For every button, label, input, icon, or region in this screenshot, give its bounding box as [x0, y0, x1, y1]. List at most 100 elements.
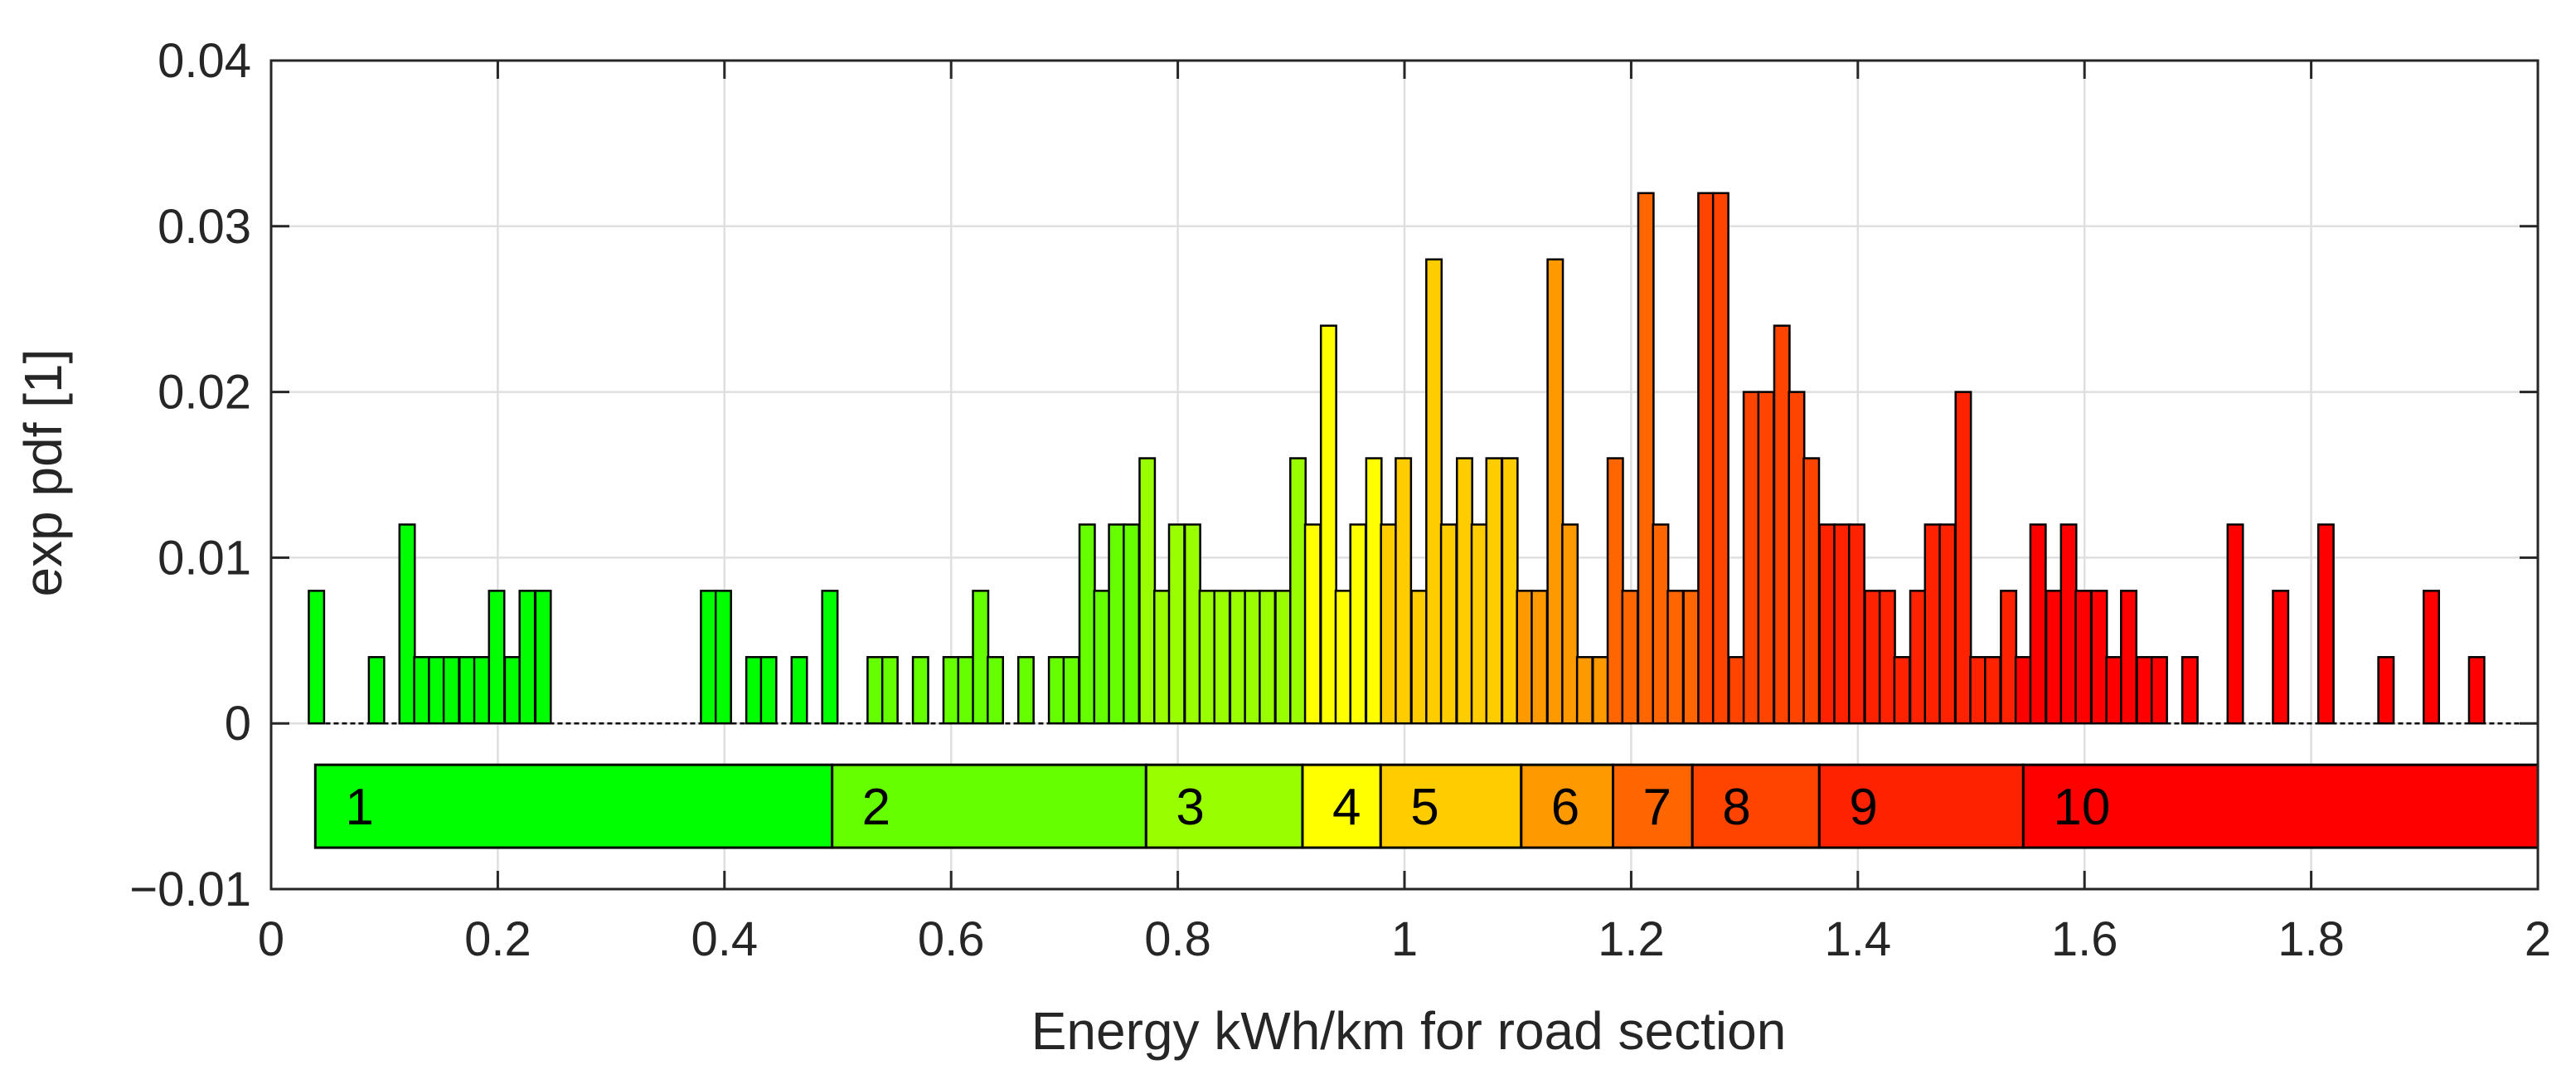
histogram-bar: [1757, 391, 1775, 725]
histogram-bar: [1802, 457, 1821, 725]
y-tick-label: 0.01: [158, 531, 251, 585]
class-band-7: [1612, 763, 1694, 849]
histogram-bar: [1847, 523, 1865, 725]
histogram-bar: [942, 656, 960, 725]
histogram-bar: [1365, 457, 1383, 725]
histogram-bar: [1818, 523, 1836, 725]
histogram-bar: [1093, 590, 1111, 725]
x-tick-label: 1: [1391, 912, 1418, 966]
histogram-bars: [308, 192, 2486, 725]
y-tick-label: 0: [225, 697, 251, 751]
histogram-bar: [1637, 192, 1655, 725]
histogram-bar: [2045, 590, 2063, 725]
x-tick-label: 1.4: [1824, 912, 1891, 966]
class-band-6: [1520, 763, 1615, 849]
histogram-bar: [1878, 590, 1896, 725]
histogram-bar: [1439, 523, 1458, 725]
histogram-bar: [1592, 656, 1609, 725]
class-band-10: [2021, 763, 2540, 849]
histogram-bar: [413, 656, 431, 725]
histogram-bar: [1742, 391, 1760, 725]
class-band-3: [1144, 763, 1304, 849]
histogram-bar: [308, 590, 326, 725]
class-band-label: 6: [1551, 779, 1579, 836]
class-band-label: 7: [1643, 779, 1671, 836]
histogram-bar: [1167, 523, 1186, 725]
x-tick-label: 1.6: [2051, 912, 2118, 966]
histogram-bar: [1954, 391, 1972, 725]
class-band-label: 5: [1410, 779, 1438, 836]
histogram-bar: [1697, 192, 1715, 725]
x-axis-ticks: 0 0.2 0.4 0.6 0.8 1 1.2 1.4 1.6 1.8 2: [258, 61, 2551, 966]
histogram-bar: [473, 656, 491, 725]
histogram-bar: [1425, 258, 1443, 725]
histogram-bar: [2074, 590, 2093, 725]
histogram-bar: [1711, 192, 1729, 725]
histogram-bar: [2226, 523, 2244, 725]
y-tick-label: 0.02: [158, 366, 251, 420]
y-tick-label: −0.01: [129, 863, 251, 916]
class-band-8: [1691, 763, 1821, 849]
histogram-bar: [1501, 457, 1519, 725]
histogram-bar: [1380, 523, 1398, 725]
x-tick-label: 1.2: [1598, 912, 1665, 966]
histogram-bar: [1319, 324, 1337, 725]
histogram-bar: [866, 656, 885, 725]
histogram-bar: [1652, 523, 1670, 725]
class-band-label: 2: [862, 779, 890, 836]
histogram-bar: [1864, 590, 1882, 725]
histogram-bar: [1244, 590, 1262, 725]
class-band-label: 1: [345, 779, 373, 836]
histogram-bar: [428, 656, 446, 725]
histogram-bar: [1274, 590, 1293, 725]
class-band-label: 3: [1176, 779, 1204, 836]
class-band-9: [1817, 763, 2025, 849]
histogram-bar: [2316, 523, 2335, 725]
histogram-bar: [2423, 590, 2440, 725]
histogram-bar: [1728, 656, 1746, 725]
histogram-bar: [2029, 523, 2047, 725]
histogram-bar: [1108, 523, 1126, 725]
y-tick-label: 0.03: [158, 200, 251, 254]
histogram-bar: [714, 590, 732, 725]
x-tick-label: 0.4: [691, 912, 758, 966]
histogram-bar: [1470, 523, 1488, 725]
histogram-bar: [2014, 656, 2032, 725]
class-bands: 1 2 3 4 5 6 7 8 9 10: [313, 763, 2540, 849]
histogram-bar: [398, 523, 416, 725]
histogram-bar: [2059, 523, 2078, 725]
histogram-bar: [2150, 656, 2168, 725]
histogram-bar: [1621, 590, 1639, 725]
histogram-bar: [821, 590, 839, 725]
class-band-label: 10: [2053, 779, 2110, 836]
histogram-bar: [518, 590, 536, 725]
histogram-bar: [1123, 523, 1141, 725]
histogram-bar: [488, 590, 506, 725]
histogram-bar: [1334, 590, 1352, 725]
class-band-5: [1379, 763, 1523, 849]
histogram-bar: [1773, 324, 1791, 725]
histogram-bar: [1909, 590, 1927, 725]
x-axis-label: Energy kWh/km for road section: [1031, 1001, 1787, 1061]
histogram-bar: [1047, 656, 1065, 725]
x-tick-label: 0.6: [918, 912, 985, 966]
class-band-label: 8: [1722, 779, 1750, 836]
histogram-bar: [458, 656, 476, 725]
class-band-label: 9: [1849, 779, 1877, 836]
histogram-bar: [2105, 656, 2123, 725]
histogram-bar: [759, 656, 778, 725]
histogram-bar: [1666, 590, 1685, 725]
histogram-bar: [1078, 523, 1096, 725]
histogram-bar: [2181, 656, 2199, 725]
x-tick-label: 0.8: [1144, 912, 1211, 966]
x-tick-label: 0.2: [464, 912, 531, 966]
histogram-bar: [1546, 258, 1565, 725]
class-band-label: 4: [1332, 779, 1361, 836]
histogram-bar: [2272, 590, 2290, 725]
histogram-bar: [1893, 656, 1911, 725]
histogram-bar: [790, 656, 808, 725]
histogram-bar: [1289, 457, 1307, 725]
histogram-bar: [1303, 523, 1322, 725]
histogram-bar: [1062, 656, 1080, 725]
